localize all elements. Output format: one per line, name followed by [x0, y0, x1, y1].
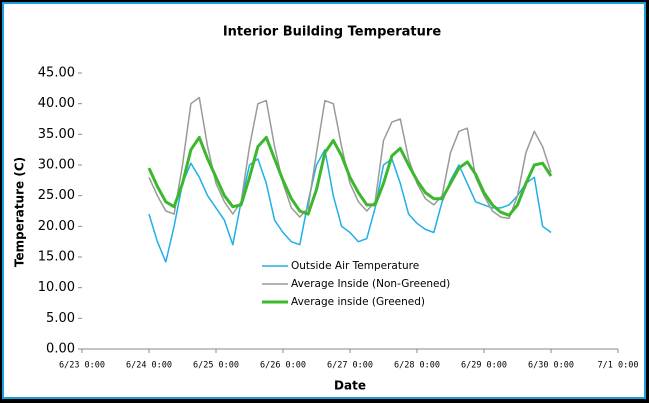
- x-tick-label: 6/30 0:00: [528, 361, 574, 371]
- y-tick-label: 15.00: [38, 250, 75, 265]
- series-line: [147, 135, 553, 217]
- x-tick-label: 6/24 0:00: [126, 361, 172, 371]
- y-tick-label: 20.00: [38, 219, 75, 234]
- y-axis-title: Temperature (C): [13, 157, 27, 267]
- x-tick-label: 6/26 0:00: [260, 361, 306, 371]
- y-tick-label: 45.00: [38, 66, 75, 81]
- x-tick-label: 6/29 0:00: [461, 361, 507, 371]
- series-line: [148, 96, 552, 220]
- legend-label: Outside Air Temperature: [291, 260, 419, 272]
- x-axis-title: Date: [334, 379, 366, 393]
- x-tick-label: 6/27 0:00: [327, 361, 373, 371]
- y-tick-label: 0.00: [46, 342, 75, 357]
- y-tick-label: 35.00: [38, 127, 75, 142]
- y-tick-label: 40.00: [38, 96, 75, 111]
- y-tick-label: 5.00: [46, 311, 75, 326]
- y-tick-label: 10.00: [38, 280, 75, 295]
- legend-label: Average Inside (Non-Greened): [291, 278, 450, 290]
- chart-frame: [2, 2, 646, 399]
- y-tick-label: 30.00: [38, 158, 75, 173]
- x-tick-label: 7/1 0:00: [598, 361, 639, 371]
- x-tick-label: 6/25 0:00: [193, 361, 239, 371]
- y-tick-label: 25.00: [38, 188, 75, 203]
- series-line: [148, 148, 552, 263]
- x-tick-label: 6/28 0:00: [394, 361, 440, 371]
- x-tick-label: 6/23 0:00: [59, 361, 105, 371]
- legend-label: Average inside (Greened): [291, 296, 425, 308]
- chart-title: Interior Building Temperature: [223, 25, 441, 40]
